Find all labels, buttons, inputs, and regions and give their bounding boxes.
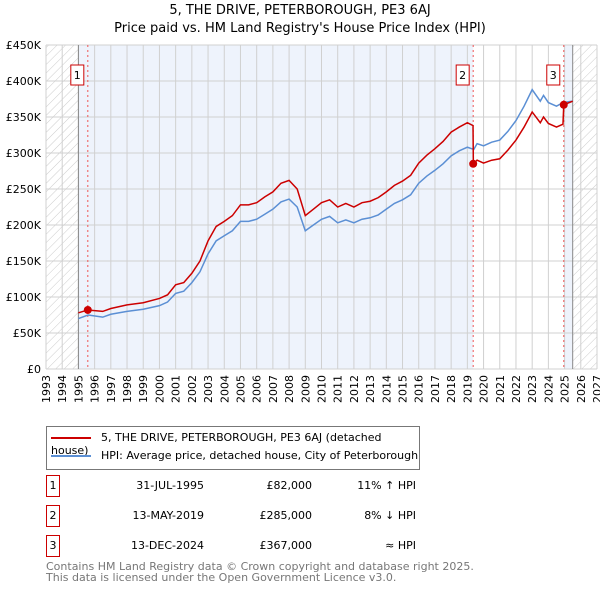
sale-hpi: 11% ↑ HPI [357,479,416,492]
x-tick-label: 2010 [316,375,329,403]
sale-hpi: 8% ↓ HPI [364,509,416,522]
x-tick-label: 2023 [526,375,539,403]
x-tick-label: 2025 [559,375,572,403]
x-tick-label: 2009 [299,375,312,403]
x-tick-label: 2012 [348,375,361,403]
hpi-line [78,88,573,320]
x-tick-label: 2016 [413,375,426,403]
sale-date: 13-MAY-2019 [132,509,204,522]
sale-marker: 1 [46,475,60,497]
y-tick-label: £0 [27,363,41,376]
sale-date: 31-JUL-1995 [136,479,204,492]
y-tick-label: £450K [6,39,42,52]
sale-price: £82,000 [266,479,313,492]
y-tick-label: £150K [6,255,42,268]
price-chart: 1993 1994 1995 1996 1997 1998 1999 2000 2001 2002… [6,39,600,403]
x-tick-label: 1995 [72,375,85,403]
y-tick-label: £250K [6,183,42,196]
x-tick-label: 1996 [89,375,102,403]
sale-marker: 3 [46,535,60,557]
sale-label: 3 [550,69,557,82]
y-tick-label: £100K [6,291,42,304]
legend-label: 5, THE DRIVE, PETERBOROUGH, PE3 6AJ (det… [51,431,382,457]
x-tick-label: 2026 [575,375,588,403]
x-tick-label: 2011 [332,375,345,403]
x-tick-label: 2006 [251,375,264,403]
x-tick-label: 2003 [202,375,215,403]
footer-license: This data is licensed under the Open Gov… [46,571,397,584]
legend-item-hpi: HPI: Average price, detached house, City… [51,449,418,462]
sale-label-box [70,64,85,86]
y-tick-label: £300K [6,147,42,160]
footer-copyright: Contains HM Land Registry data © Crown c… [46,560,474,573]
x-tick-label: 2024 [542,375,555,403]
x-tick-label: 1994 [56,375,69,403]
price-paid-line [78,100,573,314]
sale-price: £285,000 [259,509,313,522]
x-tick-label: 2022 [510,375,523,403]
x-tick-label: 2004 [218,375,231,403]
x-tick-label: 2007 [267,375,280,403]
x-tick-label: 2020 [478,375,491,403]
x-tick-label: 2018 [445,375,458,403]
x-tick-label: 1997 [105,375,118,403]
x-tick-label: 2001 [170,375,183,403]
sale-point [469,159,478,168]
x-tick-label: 1998 [121,375,134,403]
sale-point [83,305,92,314]
x-tick-label: 2015 [397,375,410,403]
sale-row-2: 2 13-MAY-2019 £285,000 8% ↓ HPI [46,505,416,527]
x-tick-label: 2019 [461,375,474,403]
sale-label-box [546,64,561,86]
legend: 5, THE DRIVE, PETERBOROUGH, PE3 6AJ (det… [46,426,420,470]
y-tick-label: £400K [6,75,42,88]
x-tick-label: 1993 [40,375,53,403]
x-tick-label: 1999 [137,375,150,403]
legend-label: HPI: Average price, detached house, City… [101,449,419,462]
x-tick-label: 2013 [364,375,377,403]
legend-item-property: 5, THE DRIVE, PETERBOROUGH, PE3 6AJ (det… [51,431,419,457]
sale-label-box [455,64,470,86]
x-tick-label: 2005 [234,375,247,403]
sale-price: £367,000 [259,539,313,552]
x-tick-label: 2017 [429,375,442,403]
x-tick-label: 2021 [494,375,507,403]
x-tick-label: 2014 [380,375,393,403]
shaded-ownership-3 [563,45,573,369]
hatched-region-post [572,45,597,369]
sale-marker: 2 [46,505,60,527]
legend-swatch-red [51,437,91,439]
sale-label: 1 [74,69,81,82]
sale-date: 13-DEC-2024 [130,539,204,552]
y-tick-label: £200K [6,219,42,232]
sale-row-1: 1 31-JUL-1995 £82,000 11% ↑ HPI [46,475,416,497]
x-tick-label: 2002 [186,375,199,403]
y-tick-label: £50K [13,327,42,340]
x-tick-label: 2027 [591,375,600,403]
sale-hpi: ≈ HPI [385,539,416,552]
legend-swatch-blue [51,455,91,457]
sale-label: 2 [459,69,466,82]
sale-point [559,100,568,109]
x-tick-label: 2000 [153,375,166,403]
y-tick-label: £350K [6,111,42,124]
x-tick-label: 2008 [283,375,296,403]
chart-subtitle: Price paid vs. HM Land Registry's House … [114,21,486,36]
chart-title: 5, THE DRIVE, PETERBOROUGH, PE3 6AJ [169,3,431,18]
sale-row-3: 3 13-DEC-2024 £367,000 ≈ HPI [46,535,416,557]
